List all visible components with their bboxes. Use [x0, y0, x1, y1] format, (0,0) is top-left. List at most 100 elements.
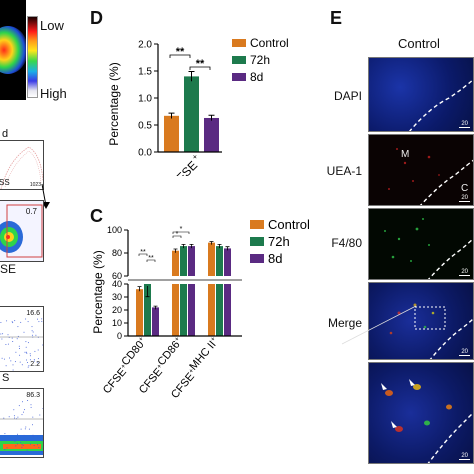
panel-e-title: Control — [398, 36, 440, 51]
scatter-dot — [9, 357, 10, 359]
panel-d-error-bar — [168, 112, 175, 119]
scatter-dot — [2, 451, 3, 453]
scatter-dot — [17, 433, 18, 435]
scatter-dot — [2, 333, 4, 335]
scatter-dot — [17, 335, 19, 337]
scatter-dot — [21, 364, 23, 366]
scatter-dot — [0, 322, 2, 323]
scatter-dot — [37, 358, 39, 360]
scatter-dot — [1, 357, 3, 359]
sig-bracket-a2 — [146, 259, 156, 262]
scatter-dot — [31, 330, 33, 332]
panel-c-bar-lower — [188, 284, 195, 336]
scatter-dot — [7, 334, 9, 336]
quadrant-top-value: 16.6 — [26, 310, 40, 317]
region-label-c: C — [461, 183, 469, 194]
micrograph-merge-zoom: 20 — [368, 362, 474, 464]
sig-label-b1: * — [180, 226, 183, 233]
scatter-dot — [21, 444, 23, 446]
panel-c-bar — [136, 289, 143, 336]
panel-c-bar-upper — [224, 248, 231, 276]
legend-label-72h: 72h — [250, 53, 270, 67]
merge-overlay — [389, 303, 473, 359]
panel-c-bar — [152, 307, 159, 336]
scatter-dot — [18, 405, 20, 407]
panel-c-error-bar — [189, 243, 194, 249]
scale-bar-f480: 20 — [459, 269, 470, 276]
scale-bar-merge: 20 — [459, 349, 470, 356]
scatter-dot — [38, 321, 40, 323]
scatter-dot — [4, 433, 6, 435]
panel-c-bar-lower — [224, 284, 231, 336]
scatter-dot — [15, 445, 17, 447]
micrograph-uea1: M C 20 — [368, 134, 474, 206]
scatter-dot — [42, 408, 43, 409]
scatter-dot — [32, 331, 34, 333]
sig-bracket-1 — [169, 54, 191, 58]
scatter-dot — [7, 343, 9, 345]
scatter-dot — [13, 415, 15, 417]
panel-d-ytick-label: 1.5 — [138, 67, 152, 78]
scatter-dot — [15, 351, 17, 353]
legend-label-control: Control — [268, 217, 310, 232]
sig-label-a2: ** — [148, 255, 154, 262]
scatter-dot — [32, 435, 34, 437]
legend-swatch-control — [250, 220, 264, 229]
panel-d-bar-control — [164, 115, 179, 152]
scale-bar-dapi: 20 — [459, 121, 470, 128]
scatter-dot — [26, 440, 27, 442]
scatter-dot — [32, 434, 34, 436]
scatter-dot — [33, 445, 35, 446]
panel-d-ytick-label: 1.0 — [138, 94, 152, 105]
scatter-dot — [14, 441, 16, 442]
scatter-dot — [28, 428, 30, 430]
flow-dot-plot-3: 16.6 2.2 — [0, 306, 44, 372]
panel-c-error-bar — [181, 243, 186, 249]
scatter-dot — [29, 359, 31, 361]
scatter-dot — [14, 320, 16, 322]
panel-c-ytick-label: 30 — [112, 292, 122, 302]
scatter-dot — [19, 348, 20, 349]
scatter-dot — [1, 338, 3, 340]
panel-d-chart: Percentage (%) 0.0 0.5 1.0 1.5 2.0 ** ** Con… — [107, 36, 289, 176]
scatter-dot — [42, 344, 43, 346]
panel-d-legend: Control 72h 8d — [232, 36, 289, 84]
scatter-dot — [12, 322, 14, 324]
boundary-line-uea1 — [388, 148, 473, 205]
panel-c-bar-upper — [180, 246, 187, 276]
row-label-f480: F4/80 — [331, 236, 362, 250]
panel-d-xlabel-sup: + — [190, 152, 200, 162]
panel-d-xlabel-group: CFSE + — [168, 152, 201, 176]
sig-bracket-2 — [189, 66, 211, 70]
legend-high-label: High — [40, 86, 67, 101]
scatter-dot — [11, 321, 13, 323]
scatter-dot — [41, 320, 43, 322]
panel-c-error-bar — [145, 286, 150, 298]
panel-c-ylabel: Percentage (%) — [91, 250, 105, 333]
panel-c-error-bar — [173, 248, 178, 253]
gate-dot-plot — [0, 201, 43, 261]
scatter-dot — [37, 444, 39, 446]
legend-swatch-8d — [250, 254, 264, 263]
scatter-dot — [31, 334, 33, 336]
color-legend-bar — [27, 16, 38, 98]
scatter-dot — [25, 426, 27, 428]
quadrant-bottom-value: 2.2 — [30, 361, 40, 368]
panel-d-ytick-label: 2.0 — [138, 40, 152, 51]
panel-d-bar-8d — [204, 117, 219, 152]
scatter-dot — [22, 401, 23, 403]
panel-c-legend: Control 72h 8d — [250, 217, 310, 266]
scatter-dot — [37, 362, 39, 364]
panel-d-error-bar — [188, 71, 195, 82]
legend-swatch-72h — [232, 56, 246, 64]
zoom-connector-line — [341, 305, 417, 345]
panel-c-error-bar — [225, 246, 230, 251]
scatter-dot — [32, 416, 34, 418]
row-label-uea1: UEA-1 — [326, 164, 362, 178]
panel-c-error-bar — [153, 305, 158, 310]
panel-c-ytick-label: 100 — [107, 225, 122, 235]
scatter-dot — [13, 409, 15, 411]
scatter-dot — [41, 451, 43, 452]
scatter-dot — [32, 424, 33, 426]
scatter-dot — [24, 351, 26, 353]
